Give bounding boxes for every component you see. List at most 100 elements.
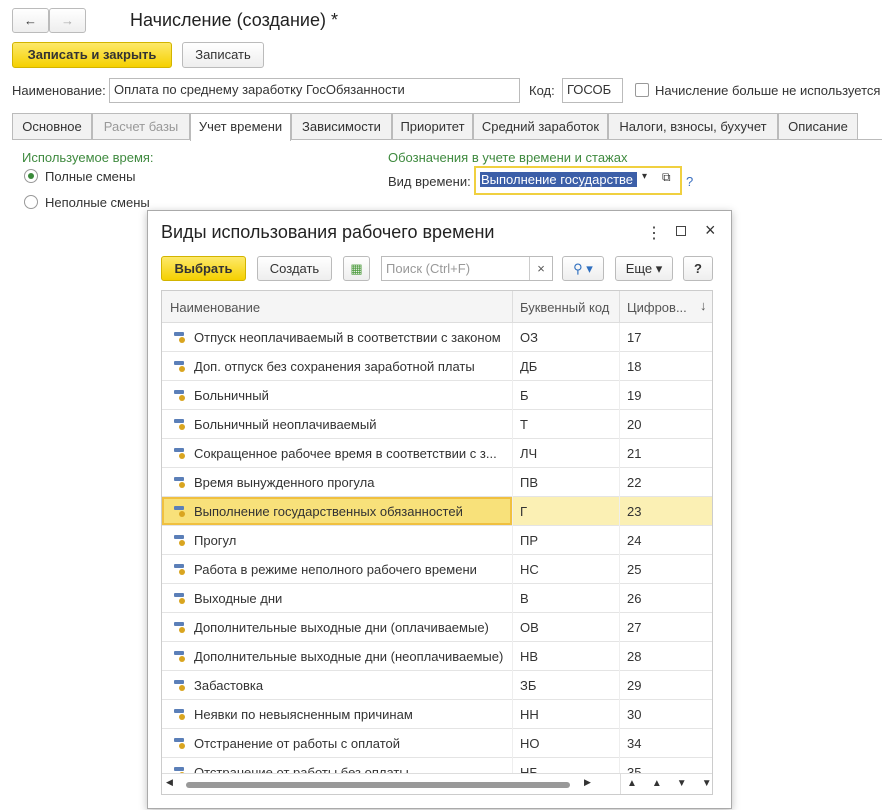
table-row[interactable]: Время вынужденного прогула ПВ 22 <box>162 468 712 497</box>
checkbox[interactable] <box>635 83 649 97</box>
help[interactable]: ? <box>686 174 694 189</box>
table-row[interactable]: Выполнение государственных обязанностей Г… <box>162 497 712 526</box>
table-row[interactable]: Отпуск неоплачиваемый в соответствии с з… <box>162 323 712 352</box>
maximize[interactable] <box>676 226 686 236</box>
divider <box>512 584 513 613</box>
cell: Больничный <box>194 388 269 403</box>
table-row[interactable]: Отстранение от работы с оплатой НО 34 <box>162 729 712 758</box>
divider <box>512 758 513 773</box>
row-icon <box>174 767 186 773</box>
table-row[interactable]: Дополнительные выходные дни (оплачиваемы… <box>162 613 712 642</box>
tab[interactable]: Основное <box>12 113 92 140</box>
tab[interactable]: Зависимости <box>291 113 392 140</box>
nav-buttons[interactable]: ▲▲▼▼ <box>620 774 712 794</box>
table-row[interactable]: Доп. отпуск без сохранения заработной пл… <box>162 352 712 381</box>
table-row[interactable]: Сокращенное рабочее время в соответствии… <box>162 439 712 468</box>
table-row[interactable]: Забастовка ЗБ 29 <box>162 671 712 700</box>
cell: Выходные дни <box>194 591 283 606</box>
divider <box>619 526 620 555</box>
cell: Прогул <box>194 533 237 548</box>
row-icon <box>174 419 186 430</box>
save[interactable]: Записать <box>182 42 264 68</box>
column: Наименование <box>170 300 261 315</box>
table-row[interactable]: Неявки по невыясненным причинам НН 30 <box>162 700 712 729</box>
search-button[interactable]: ⚲ ▾ <box>562 256 604 281</box>
search[interactable]: Поиск (Ctrl+F) × <box>381 256 553 281</box>
label: Код: <box>529 83 555 98</box>
divider <box>619 729 620 758</box>
label: Вид времени: <box>388 174 471 189</box>
divider <box>619 642 620 671</box>
cell: В <box>520 591 529 606</box>
cell: НН <box>520 707 539 722</box>
tab[interactable]: Налоги, взносы, бухучет <box>608 113 778 140</box>
time-input[interactable]: Выполнение государстве ▾ ⧉ <box>474 166 682 195</box>
table-row[interactable]: Выходные дни В 26 <box>162 584 712 613</box>
tab[interactable]: Приоритет <box>392 113 473 140</box>
table-row[interactable]: Отстранение от работы без оплаты НБ 35 <box>162 758 712 773</box>
divider <box>619 352 620 381</box>
divider <box>512 729 513 758</box>
divider <box>512 439 513 468</box>
save-close[interactable]: Записать и закрыть <box>12 42 172 68</box>
select[interactable]: Выбрать <box>161 256 246 281</box>
more[interactable]: Еще ▾ <box>615 256 673 281</box>
cell: 30 <box>627 707 642 722</box>
close[interactable]: × <box>705 220 716 240</box>
cell: 34 <box>627 736 642 751</box>
cell: Отстранение от работы без оплаты <box>194 765 409 773</box>
back[interactable]: ← <box>12 8 49 33</box>
row-icon <box>174 680 186 691</box>
cell: ПР <box>520 533 539 548</box>
divider <box>619 410 620 439</box>
tab[interactable]: Описание <box>778 113 858 140</box>
cell: Отстранение от работы с оплатой <box>194 736 401 751</box>
menu[interactable]: ⋮ <box>646 225 662 242</box>
row-icon <box>174 738 186 749</box>
divider <box>619 613 620 642</box>
radio[interactable] <box>24 169 38 183</box>
placeholder: Поиск (Ctrl+F) <box>386 261 471 276</box>
tab[interactable]: Средний заработок <box>473 113 608 140</box>
row-icon <box>174 477 186 488</box>
divider <box>512 468 513 497</box>
label: Наименование: <box>12 83 106 98</box>
row-icon <box>174 448 186 459</box>
tab[interactable]: Учет времени <box>190 113 291 141</box>
radio[interactable] <box>24 195 38 209</box>
row-icon <box>174 332 186 343</box>
divider <box>619 758 620 773</box>
table-row[interactable]: Больничный Б 19 <box>162 381 712 410</box>
cell: НО <box>520 736 540 751</box>
create[interactable]: Создать <box>257 256 332 281</box>
tab[interactable]: Расчет базы <box>92 113 190 140</box>
help[interactable]: ? <box>683 256 713 281</box>
name-input[interactable]: Оплата по среднему заработку ГосОбязанно… <box>109 78 520 103</box>
divider <box>512 642 513 671</box>
cell: 17 <box>627 330 642 345</box>
cell: ЗБ <box>520 678 537 693</box>
table-row[interactable]: Дополнительные выходные дни (неоплачивае… <box>162 642 712 671</box>
cell: НБ <box>520 765 538 773</box>
forward[interactable]: → <box>49 8 86 33</box>
copy[interactable]: ▦ <box>343 256 370 281</box>
cell: ПВ <box>520 475 539 490</box>
divider <box>619 700 620 729</box>
label: Начисление больше не используется <box>655 83 881 98</box>
table-row[interactable]: Прогул ПР 24 <box>162 526 712 555</box>
table-row[interactable]: Работа в режиме неполного рабочего време… <box>162 555 712 584</box>
row-icon <box>174 535 186 546</box>
cell: ОЗ <box>520 330 538 345</box>
cell: 20 <box>627 417 642 432</box>
cell: Время вынужденного прогула <box>194 475 375 490</box>
row-icon <box>174 593 186 604</box>
table-header: Наименование Буквенный код Цифров... ↓ <box>162 291 712 323</box>
tab-line <box>12 139 882 140</box>
label: Еще <box>625 261 653 276</box>
table-row[interactable]: Больничный неоплачиваемый Т 20 <box>162 410 712 439</box>
code-input[interactable]: ГОСОБ <box>562 78 623 103</box>
scrollbar[interactable] <box>186 782 570 788</box>
cell: 18 <box>627 359 642 374</box>
cell: 24 <box>627 533 642 548</box>
